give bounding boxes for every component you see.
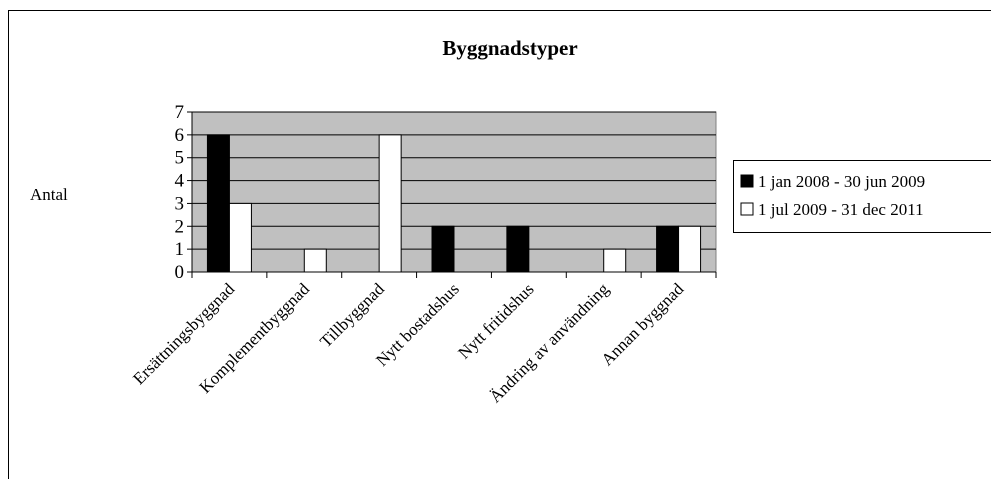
y-tick-label: 1: [175, 239, 185, 260]
y-tick-label: 4: [175, 171, 185, 192]
legend-swatch: [741, 175, 753, 187]
bar: [304, 249, 326, 272]
y-axis-label: Antal: [30, 185, 68, 204]
legend-swatch: [741, 203, 753, 215]
y-tick-label: 7: [175, 102, 185, 123]
bar: [604, 249, 626, 272]
y-tick-label: 3: [175, 193, 185, 214]
legend-label: 1 jan 2008 - 30 jun 2009: [758, 172, 925, 191]
bar: [679, 226, 701, 272]
bar: [432, 226, 454, 272]
bar: [207, 135, 229, 272]
chart-title: Byggnadstyper: [442, 36, 577, 60]
bar: [657, 226, 679, 272]
y-tick-label: 0: [175, 262, 185, 283]
bar: [379, 135, 401, 272]
y-tick-label: 5: [175, 148, 185, 169]
bar: [507, 226, 529, 272]
bar: [229, 203, 251, 272]
y-tick-label: 6: [175, 125, 185, 146]
y-tick-label: 2: [175, 216, 185, 237]
legend-label: 1 jul 2009 - 31 dec 2011: [758, 200, 924, 219]
